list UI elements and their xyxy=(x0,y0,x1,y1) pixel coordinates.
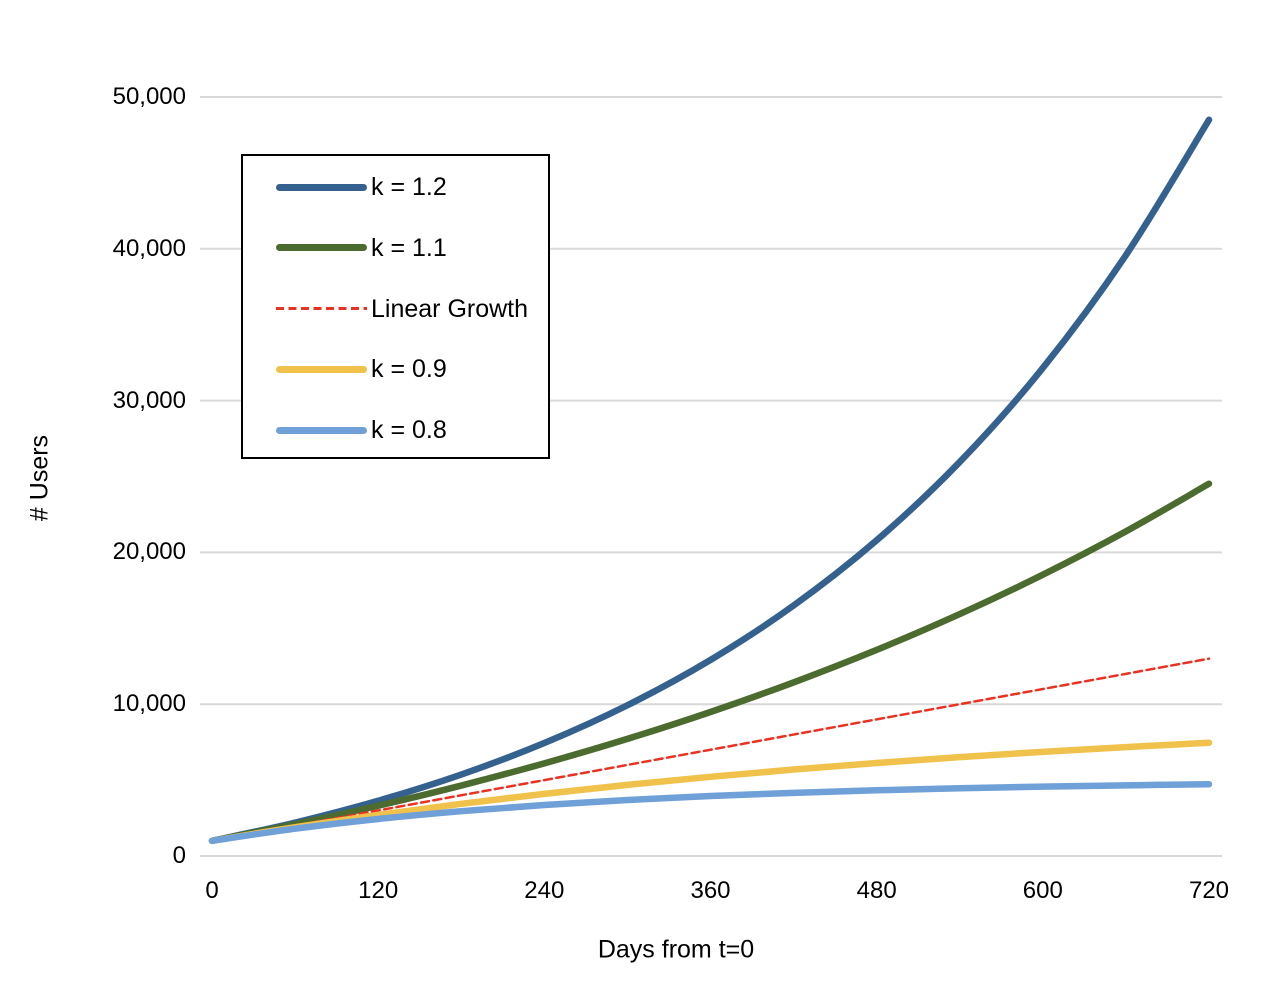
legend-label-k-0.9: k = 0.9 xyxy=(371,355,447,384)
series-line-k-0.9 xyxy=(208,739,1213,845)
legend-swatch-k-0.9-line-icon xyxy=(276,365,367,373)
legend-label-k-0.8: k = 0.8 xyxy=(371,416,447,444)
legend-swatch-linear-growth-line-icon xyxy=(276,307,367,310)
series-line-k-0.8 xyxy=(208,781,1213,845)
y-tick-label-10000: 10,000 xyxy=(112,690,186,718)
y-tick-label-40000: 40,000 xyxy=(112,234,186,262)
y-tick-label-0: 0 xyxy=(172,842,186,869)
legend-swatch-k-1.2-line-icon xyxy=(276,183,367,191)
legend-swatch-k-1.1-line-icon xyxy=(276,244,367,252)
x-tick-label-480: 480 xyxy=(856,877,897,904)
x-axis-title: Days from t=0 xyxy=(597,935,755,964)
legend-item-k-1.1: k = 1.1 xyxy=(276,233,538,263)
legend-item-linear-growth: Linear Growth xyxy=(276,294,538,324)
legend-item-k-0.9: k = 0.9 xyxy=(276,354,538,384)
series-line-k-1.1 xyxy=(208,480,1213,845)
series-line-k-1.2 xyxy=(208,116,1213,845)
legend: k = 1.2 k = 1.1 Linear Growth k = 0.9 k = 0.… xyxy=(241,154,550,459)
y-tick-label-50000: 50,000 xyxy=(112,83,186,110)
x-tick-label-0: 0 xyxy=(205,877,219,904)
x-tick-label-240: 240 xyxy=(524,877,565,904)
legend-label-linear-growth: Linear Growth xyxy=(371,294,529,323)
x-tick-label-360: 360 xyxy=(690,877,731,904)
legend-label-k-1.2: k = 1.2 xyxy=(371,173,447,201)
x-tick-label-600: 600 xyxy=(1022,877,1063,904)
y-tick-label-30000: 30,000 xyxy=(112,386,186,414)
y-axis-title: # Users xyxy=(25,434,54,522)
legend-swatch-k-0.8-line-icon xyxy=(276,426,367,434)
y-tick-label-20000: 20,000 xyxy=(112,538,186,566)
legend-item-k-0.8: k = 0.8 xyxy=(276,415,538,445)
x-tick-label-720: 720 xyxy=(1188,877,1230,904)
legend-label-k-1.1: k = 1.1 xyxy=(371,233,447,262)
x-tick-label-120: 120 xyxy=(358,877,399,904)
series-line-linear-growth xyxy=(210,657,1211,843)
legend-item-k-1.2: k = 1.2 xyxy=(276,172,538,202)
